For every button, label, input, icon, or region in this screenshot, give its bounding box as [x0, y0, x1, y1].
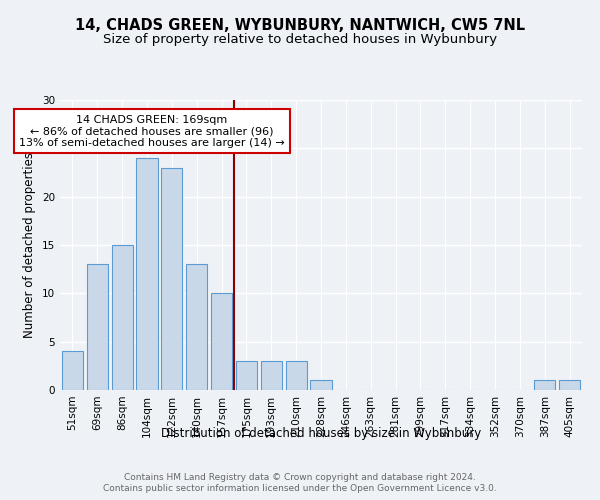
- Bar: [261, 361, 282, 390]
- Bar: [87, 264, 108, 390]
- Bar: [136, 158, 158, 390]
- Bar: [211, 294, 232, 390]
- Text: 14 CHADS GREEN: 169sqm
← 86% of detached houses are smaller (96)
13% of semi-det: 14 CHADS GREEN: 169sqm ← 86% of detached…: [19, 114, 285, 148]
- Bar: [310, 380, 332, 390]
- Bar: [286, 361, 307, 390]
- Text: Distribution of detached houses by size in Wybunbury: Distribution of detached houses by size …: [161, 428, 481, 440]
- Bar: [534, 380, 555, 390]
- Text: Contains HM Land Registry data © Crown copyright and database right 2024.: Contains HM Land Registry data © Crown c…: [124, 472, 476, 482]
- Text: Contains public sector information licensed under the Open Government Licence v3: Contains public sector information licen…: [103, 484, 497, 493]
- Bar: [161, 168, 182, 390]
- Y-axis label: Number of detached properties: Number of detached properties: [23, 152, 37, 338]
- Bar: [559, 380, 580, 390]
- Bar: [186, 264, 207, 390]
- Text: 14, CHADS GREEN, WYBUNBURY, NANTWICH, CW5 7NL: 14, CHADS GREEN, WYBUNBURY, NANTWICH, CW…: [75, 18, 525, 32]
- Text: Size of property relative to detached houses in Wybunbury: Size of property relative to detached ho…: [103, 32, 497, 46]
- Bar: [236, 361, 257, 390]
- Bar: [112, 245, 133, 390]
- Bar: [62, 352, 83, 390]
